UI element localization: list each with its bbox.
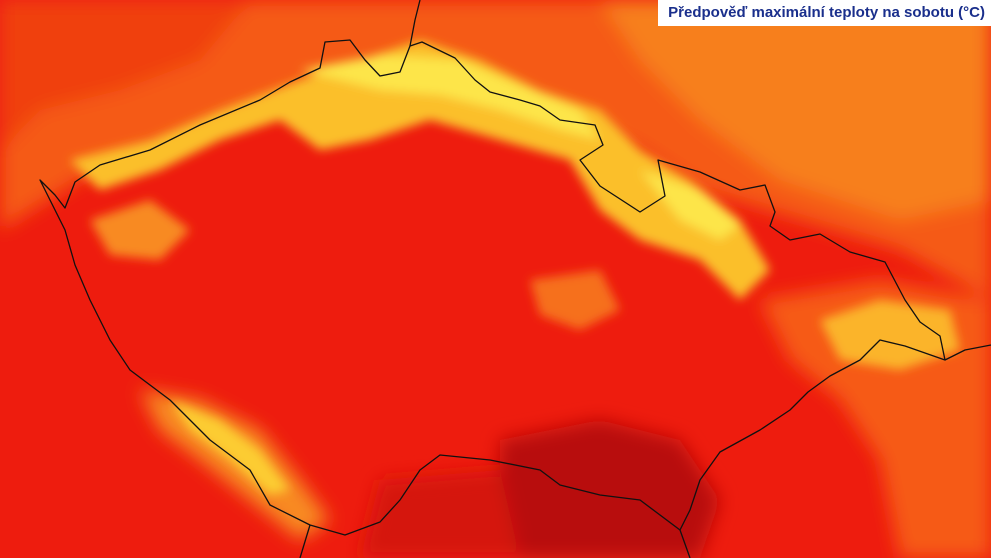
southwest-orange-zone [140,390,330,540]
southwest-yellow-band [170,400,290,495]
deep-red-zone [360,470,520,558]
orange-zone [600,0,991,220]
neighbor-border [299,524,311,558]
north-yellow-band [300,55,600,140]
neighbor-border [409,0,421,47]
neighbor-border [944,344,991,361]
west-orange-spot [90,200,190,260]
yellow-bands [70,40,960,495]
map-title: Předpověď maximální teploty na sobotu (°… [658,0,991,26]
neighbor-border [679,529,691,558]
north-warm-band [70,40,770,300]
dark-red-zone [500,420,720,558]
central-orange-spot [530,270,620,330]
red-orange-zone [0,0,250,150]
northeast-yellow-spot [640,170,740,240]
borders [39,0,991,558]
country-border [39,39,946,536]
